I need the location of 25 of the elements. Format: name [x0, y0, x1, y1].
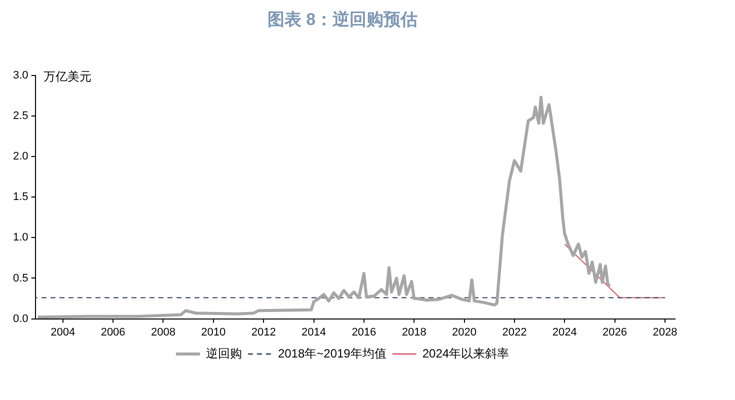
x-tick-label: 2018 — [402, 326, 426, 338]
x-tick-label: 2026 — [602, 326, 628, 338]
x-tick-label: 2016 — [352, 326, 376, 338]
legend-label: 2018年~2019年均值 — [278, 346, 386, 360]
x-tick-label: 2006 — [100, 326, 126, 338]
legend-label: 逆回购 — [206, 346, 242, 360]
y-tick-label: 0.5 — [12, 272, 28, 284]
y-tick-label: 3.0 — [12, 69, 28, 82]
legend-label: 2024年以来斜率 — [422, 346, 510, 360]
chart-title: 图表 8：逆回购预估 — [267, 10, 418, 29]
x-tick-label: 2024 — [552, 326, 577, 338]
x-tick-label: 2004 — [50, 326, 76, 338]
y-tick-label: 2.0 — [12, 150, 28, 163]
x-tick-label: 2014 — [302, 326, 326, 338]
y-tick-label: 2.5 — [12, 110, 28, 122]
x-tick-label: 2028 — [652, 326, 678, 338]
y-tick-label: 0.0 — [12, 312, 28, 325]
y-tick-label: 1.5 — [12, 191, 28, 204]
x-tick-label: 2022 — [502, 326, 527, 338]
x-tick-label: 2008 — [150, 326, 176, 338]
y-tick-label: 1.0 — [12, 232, 28, 244]
x-tick-label: 2020 — [452, 326, 477, 338]
x-tick-label: 2010 — [201, 326, 226, 338]
x-tick-label: 2012 — [251, 326, 276, 338]
y-axis-title: 万亿美元 — [43, 70, 92, 84]
